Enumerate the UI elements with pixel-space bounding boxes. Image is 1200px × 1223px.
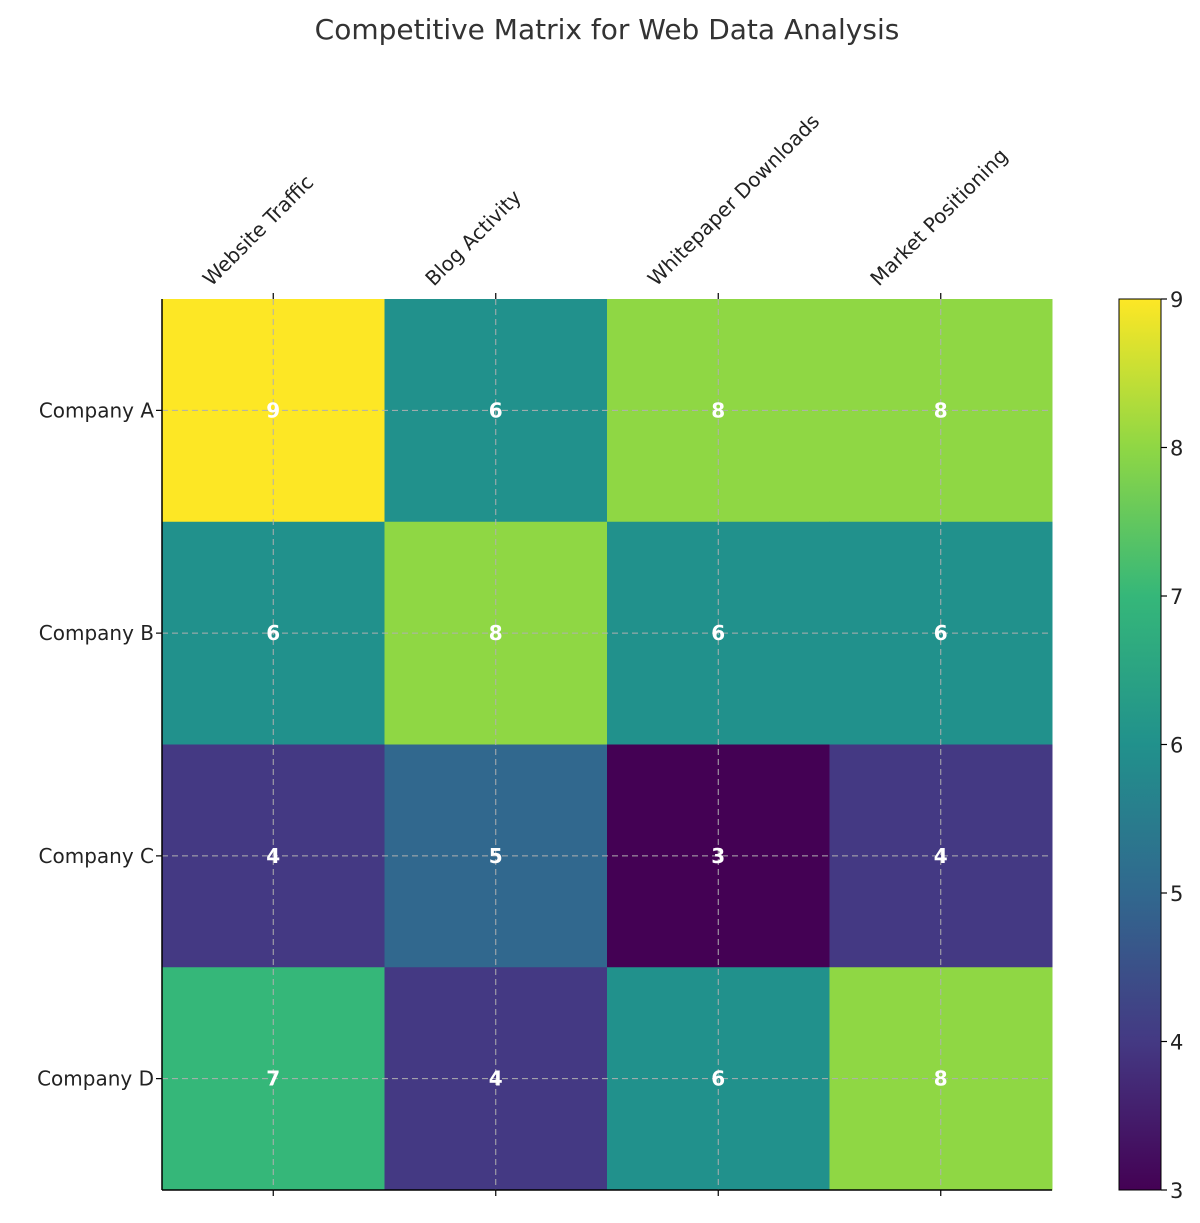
heatmap-cells xyxy=(162,299,1053,1191)
y-tick-label: Company A xyxy=(39,398,155,422)
cell-value-label: 5 xyxy=(489,844,503,868)
colorbar-tick-label: 8 xyxy=(1170,437,1183,461)
colorbar-tick-label: 3 xyxy=(1170,1179,1183,1203)
y-tick-label: Company B xyxy=(39,621,154,645)
cell-value-label: 3 xyxy=(711,844,725,868)
colorbar-tick-label: 6 xyxy=(1170,734,1183,758)
cell-value-label: 6 xyxy=(489,398,503,422)
grid-lines xyxy=(162,299,1052,1190)
cell-value-label: 6 xyxy=(266,621,280,645)
cell-value-label: 7 xyxy=(266,1067,280,1091)
cell-value-label: 4 xyxy=(934,844,948,868)
cell-value-label: 4 xyxy=(489,1067,503,1091)
cell-value-label: 8 xyxy=(489,621,503,645)
cell-value-label: 9 xyxy=(266,398,280,422)
cell-value-label: 4 xyxy=(266,844,280,868)
colorbar: 3 4 5 6 7 8 9 xyxy=(1118,288,1183,1203)
colorbar-tick-label: 5 xyxy=(1170,882,1183,906)
cell-value-label: 8 xyxy=(934,1067,948,1091)
chart-title: Competitive Matrix for Web Data Analysis xyxy=(315,13,900,46)
x-tick-label: Whitepaper Downloads xyxy=(643,109,824,290)
colorbar-tick-label: 9 xyxy=(1170,288,1183,312)
cell-value-label: 8 xyxy=(711,398,725,422)
y-tick-label: Company D xyxy=(37,1067,154,1091)
cell-value-label: 6 xyxy=(934,621,948,645)
colorbar-tick-label: 7 xyxy=(1170,585,1183,609)
cell-value-label: 6 xyxy=(711,621,725,645)
colorbar-tick-label: 4 xyxy=(1170,1031,1183,1055)
x-tick-label: Market Positioning xyxy=(865,144,1012,291)
x-tick-label: Website Traffic xyxy=(198,170,318,290)
cell-value-label: 6 xyxy=(711,1067,725,1091)
cell-value-label: 8 xyxy=(934,398,948,422)
y-tick-label: Company C xyxy=(39,844,154,868)
cell-annotations: 9 6 8 8 6 8 6 6 4 5 3 4 7 4 6 8 xyxy=(266,398,947,1090)
colorbar-gradient xyxy=(1118,298,1162,1191)
x-tick-label: Blog Activity xyxy=(420,185,526,291)
